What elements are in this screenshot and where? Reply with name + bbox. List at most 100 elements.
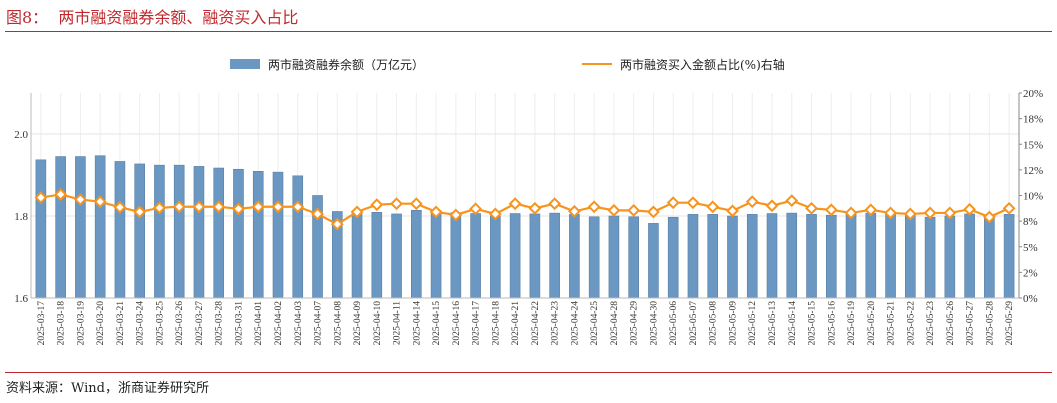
bar (608, 215, 620, 299)
right-tick-label: 10% (1023, 191, 1043, 203)
bar (411, 209, 422, 299)
legend-bar-label: 两市融资融券余额（万亿元） (268, 57, 424, 72)
bar (272, 171, 284, 299)
bar (905, 214, 916, 299)
line-point-marker (469, 202, 483, 216)
x-tick-label: 2025-05-20 (867, 301, 877, 346)
bar (766, 213, 778, 299)
bar (154, 164, 165, 299)
x-tick-label: 2025-04-23 (551, 301, 561, 346)
x-tick-label: 2025-05-22 (906, 301, 916, 346)
bar (193, 166, 205, 299)
right-tick-label: 8% (1023, 216, 1038, 228)
line-point-marker (844, 206, 858, 220)
line-point-marker (982, 210, 996, 224)
left-tick-label: 1.6 (14, 293, 28, 305)
right-tick-label: 20% (1023, 88, 1043, 100)
bar (292, 175, 304, 299)
line-point-marker (785, 194, 799, 208)
line-point-marker (192, 200, 206, 214)
x-tick-label: 2025-03-25 (155, 301, 165, 346)
x-tick-label: 2025-05-26 (946, 301, 956, 346)
x-tick-label: 2025-05-21 (887, 301, 897, 346)
x-tick-label: 2025-05-15 (808, 301, 818, 346)
x-tick-label: 2025-04-21 (511, 301, 521, 346)
x-tick-label: 2025-04-03 (294, 301, 304, 346)
x-tick-label: 2025-03-19 (76, 301, 86, 346)
line-point-marker (113, 200, 127, 214)
line-point-marker (73, 193, 87, 207)
x-tick-label: 2025-04-18 (491, 301, 501, 346)
line-point-marker (429, 205, 443, 219)
x-tick-label: 2025-05-06 (669, 301, 679, 346)
x-tick-label: 2025-04-16 (452, 301, 462, 346)
bar (569, 214, 580, 299)
bar (114, 161, 126, 299)
bar (984, 214, 995, 299)
bar (490, 215, 501, 299)
bar (252, 171, 264, 299)
x-tick-label: 2025-05-23 (926, 301, 936, 346)
bar (55, 156, 66, 299)
bar (371, 212, 383, 299)
bar (1003, 214, 1015, 299)
bar (667, 216, 679, 299)
line-point-marker (488, 207, 502, 221)
x-tick-label: 2025-05-16 (827, 301, 837, 346)
bar (213, 167, 225, 299)
line-point-marker (884, 206, 897, 220)
x-tick-label: 2025-03-18 (57, 301, 67, 346)
legend-line-label: 两市融资买入金额占比(%)右轴 (620, 57, 785, 72)
line-point-marker (548, 197, 562, 211)
x-tick-label: 2025-04-10 (373, 301, 383, 346)
x-tick-label: 2025-05-19 (847, 301, 857, 346)
x-tick-label: 2025-05-08 (709, 301, 719, 346)
line-point-marker (330, 217, 344, 231)
x-tick-label: 2025-03-31 (234, 301, 244, 346)
bar (134, 163, 145, 299)
bar (648, 223, 659, 299)
bar (391, 213, 402, 299)
line-point-marker (508, 197, 522, 211)
bar (924, 216, 936, 299)
bar (549, 212, 560, 299)
bar (233, 168, 244, 299)
line-point-marker (449, 208, 463, 222)
legend-bar-swatch (230, 59, 260, 69)
right-tick-label: 12% (1023, 165, 1043, 177)
bar (964, 213, 975, 299)
bar-series (35, 155, 1015, 299)
bar (351, 211, 363, 299)
x-tick-label: 2025-03-20 (96, 301, 106, 346)
line-series (34, 188, 1016, 231)
bar (727, 215, 738, 299)
line-point-marker (745, 195, 759, 209)
right-tick-label: 5% (1023, 242, 1038, 254)
bar (75, 156, 86, 299)
line-point-marker (291, 200, 305, 214)
legend: 两市融资融券余额（万亿元） 两市融资买入金额占比(%)右轴 (230, 57, 785, 72)
x-tick-label: 2025-03-17 (37, 301, 47, 346)
bar (687, 214, 699, 299)
line-point-marker (686, 196, 700, 210)
line-point-marker (370, 198, 384, 212)
line-point-marker (765, 199, 779, 213)
bar (588, 216, 600, 299)
x-tick-label: 2025-05-28 (985, 301, 995, 346)
x-tick-label: 2025-05-14 (788, 301, 798, 346)
line-point-marker (726, 204, 739, 218)
x-tick-label: 2025-04-25 (590, 301, 600, 346)
x-tick-label: 2025-03-27 (195, 301, 205, 346)
line-point-marker (903, 207, 917, 221)
line-point-marker (943, 206, 957, 220)
x-tick-label: 2025-04-08 (333, 301, 343, 346)
x-tick-label: 2025-05-09 (728, 301, 738, 346)
left-tick-label: 1.8 (14, 211, 28, 223)
line-point-marker (627, 203, 641, 217)
bar (628, 216, 639, 299)
x-tick-label: 2025-04-07 (314, 301, 324, 346)
line-point-marker (528, 201, 542, 215)
x-tick-label: 2025-04-11 (393, 301, 403, 345)
line-point-marker (824, 203, 838, 217)
x-tick-label: 2025-05-29 (1005, 301, 1015, 346)
